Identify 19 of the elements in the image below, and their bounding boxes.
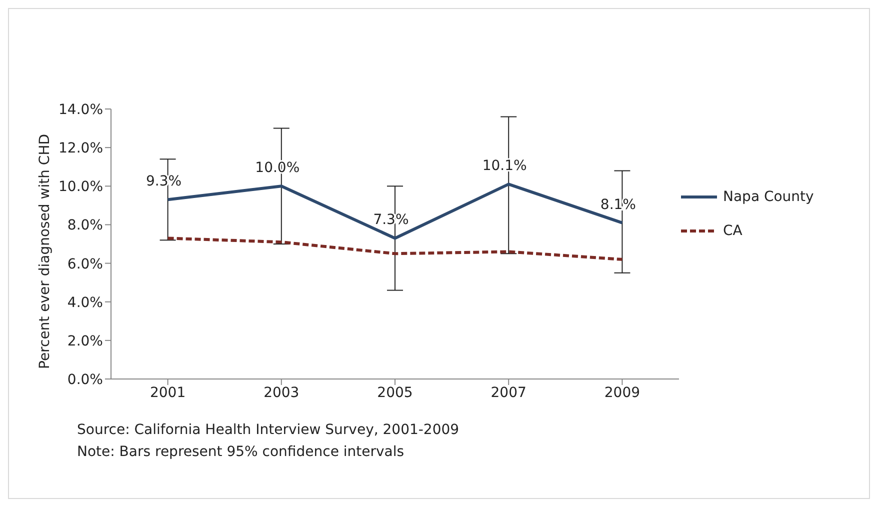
y-tick-label: 0.0%	[67, 372, 103, 388]
legend-label: CA	[723, 223, 742, 239]
y-tick-label: 10.0%	[58, 179, 103, 196]
x-tick-label: 2005	[377, 384, 413, 401]
line-series	[166, 236, 624, 261]
y-tick-label: 4.0%	[67, 294, 103, 311]
text: Note: Bars represent 95% confidence intervals	[77, 443, 406, 462]
x-tick-label: 2003	[264, 384, 300, 401]
x-tick-label: 2001	[150, 384, 186, 401]
y-tick-label: 12.0%	[58, 140, 103, 157]
y-tick-label: 8.0%	[67, 218, 103, 234]
y-tick-label: 6.0%	[67, 256, 103, 272]
y-tick-label: 14.0%	[58, 102, 103, 118]
x-tick-label: 2007	[490, 384, 526, 401]
source-note: Source: California Health Interview Survey, 2001-2009	[77, 421, 460, 440]
legend-label: Napa County	[723, 189, 814, 205]
y-axis-title: Percent ever diagnosed with CHD	[36, 134, 53, 369]
y-tick-label: 2.0%	[67, 333, 103, 350]
x-tick-label: 2009	[604, 384, 640, 401]
